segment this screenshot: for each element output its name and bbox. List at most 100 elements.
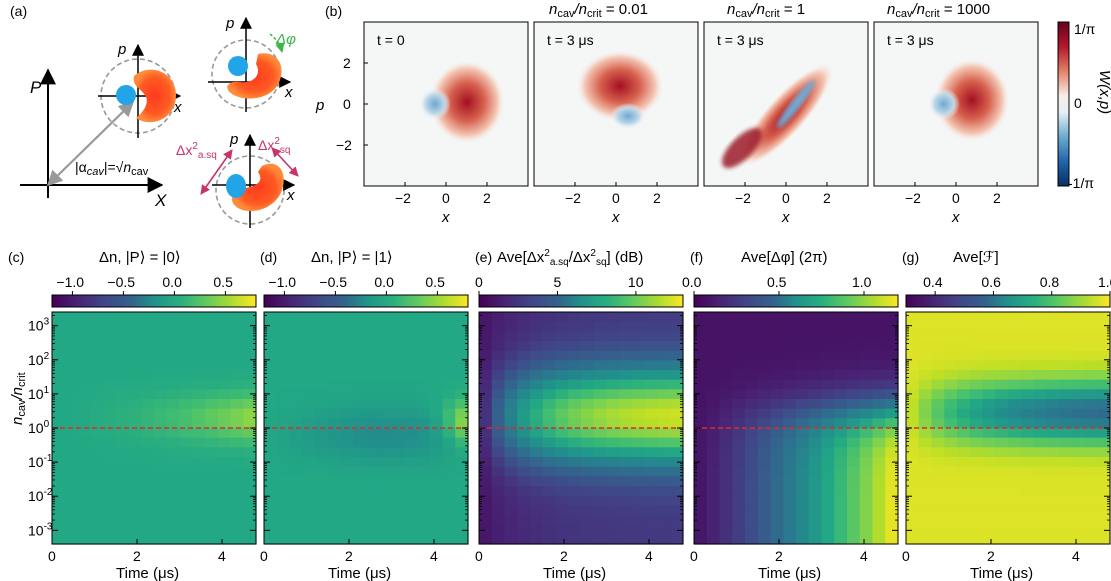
heatmap-cell [77, 418, 91, 429]
heatmap-cell [694, 476, 708, 487]
heatmap-cell [154, 534, 168, 545]
heatmap-cell [192, 389, 206, 400]
heatmap-cell [694, 524, 708, 535]
heatmap-cell [783, 457, 797, 468]
heatmap-cell [141, 312, 155, 323]
heatmap-cell [732, 515, 746, 526]
heatmap-cell [906, 379, 920, 390]
heatmap-cell [417, 321, 431, 332]
heatmap-cell [808, 331, 823, 342]
heatmap-cell [455, 389, 469, 400]
heatmap-cell [404, 466, 418, 477]
heatmap-cell [429, 350, 444, 361]
heatmap-cell [821, 457, 835, 468]
heatmap-cell [1071, 524, 1086, 535]
cbar-tick-0-2: 0.0 [162, 274, 182, 290]
heatmap-cell [530, 505, 544, 516]
heatmap-cell [1059, 321, 1073, 332]
heatmap-cell [479, 399, 493, 410]
heatmap-cell [555, 321, 569, 332]
heatmap-cell [166, 428, 181, 439]
heatmap-cell [289, 534, 303, 545]
heatmap-cell [1059, 370, 1073, 381]
heatmap-cell [530, 495, 544, 506]
heatmap-cell [808, 524, 823, 535]
heatmap-cell [115, 447, 130, 458]
heatmap-cell [834, 341, 848, 352]
heatmap-cell [632, 399, 646, 410]
heatmap-cell [417, 370, 431, 381]
heatmap-cell [315, 524, 329, 535]
heatmap-cell [808, 476, 823, 487]
heatmap-cell [808, 457, 823, 468]
heatmap-cell [1071, 379, 1086, 390]
heatmap-cell [179, 534, 193, 545]
heatmap-cell [192, 505, 206, 516]
heatmap-cell [619, 408, 633, 419]
heatmap-cell [353, 428, 367, 439]
heatmap-cell [289, 486, 303, 497]
heatmap-cell [243, 447, 257, 458]
heatmap-cell [230, 399, 244, 410]
heatmap-cell [230, 447, 244, 458]
heatmap-cell [90, 312, 104, 323]
heatmap-cell [1097, 321, 1111, 332]
heatmap-cell [644, 321, 659, 332]
heatmap-cell [517, 447, 531, 458]
heatmap-cell [289, 399, 303, 410]
heatmap-cell [644, 457, 659, 468]
heatmap-cell [931, 399, 945, 410]
heatmap-cell [796, 370, 810, 381]
heatmap-cell [906, 428, 920, 439]
heatmap-cell [821, 389, 835, 400]
b-ylabel: p [315, 97, 324, 114]
heatmap-cell [821, 321, 835, 332]
heatmap-cell [995, 428, 1009, 439]
heatmap-cell [657, 360, 671, 371]
heatmap-cell [243, 341, 257, 352]
ytick-5: 10-2 [28, 487, 53, 504]
heatmap-cell [995, 370, 1009, 381]
heatmap-cell [957, 486, 971, 497]
heatmap-cell [264, 408, 278, 419]
heatmap-cell [632, 408, 646, 419]
heatmap-cell [276, 360, 291, 371]
heatmap-cell [606, 408, 620, 419]
colorbar-1 [263, 294, 469, 308]
heatmap-cell [632, 466, 646, 477]
heatmap-cell [808, 495, 823, 506]
heatmap-cell [632, 350, 646, 361]
heatmap-cell [847, 341, 861, 352]
heatmap-cell [429, 437, 444, 448]
heatmap-cell [859, 350, 874, 361]
heatmap-cell [593, 505, 608, 516]
heatmap-cell [366, 437, 380, 448]
heatmap-cell [429, 495, 444, 506]
heatmap-cell [694, 515, 708, 526]
heatmap-cell [732, 495, 746, 506]
heatmap-cell [593, 428, 608, 439]
heatmap-cell [192, 312, 206, 323]
heatmap-cell [442, 534, 456, 545]
heatmap-cell [530, 389, 544, 400]
heatmap-cell [694, 534, 708, 545]
heatmap-cell [302, 312, 316, 323]
heatmap-cell [757, 505, 772, 516]
heatmap-cell [366, 534, 380, 545]
heatmap-cell [230, 341, 244, 352]
heatmap-cell [969, 457, 984, 468]
heatmap-cell [1059, 495, 1073, 506]
panel-a-label: (a) [10, 3, 27, 19]
heatmap-cell [77, 466, 91, 477]
heatmap-cell [606, 321, 620, 332]
heatmap-cell [1033, 486, 1047, 497]
heatmap-cell [969, 505, 984, 516]
heatmap-cell [179, 437, 193, 448]
heatmap-cell [327, 486, 342, 497]
heatmap-cell [757, 515, 772, 526]
heatmap-cell [429, 360, 444, 371]
heatmap-cell [619, 350, 633, 361]
heatmap-cell [606, 486, 620, 497]
heatmap-cell [243, 331, 257, 342]
heatmap-cell [821, 447, 835, 458]
